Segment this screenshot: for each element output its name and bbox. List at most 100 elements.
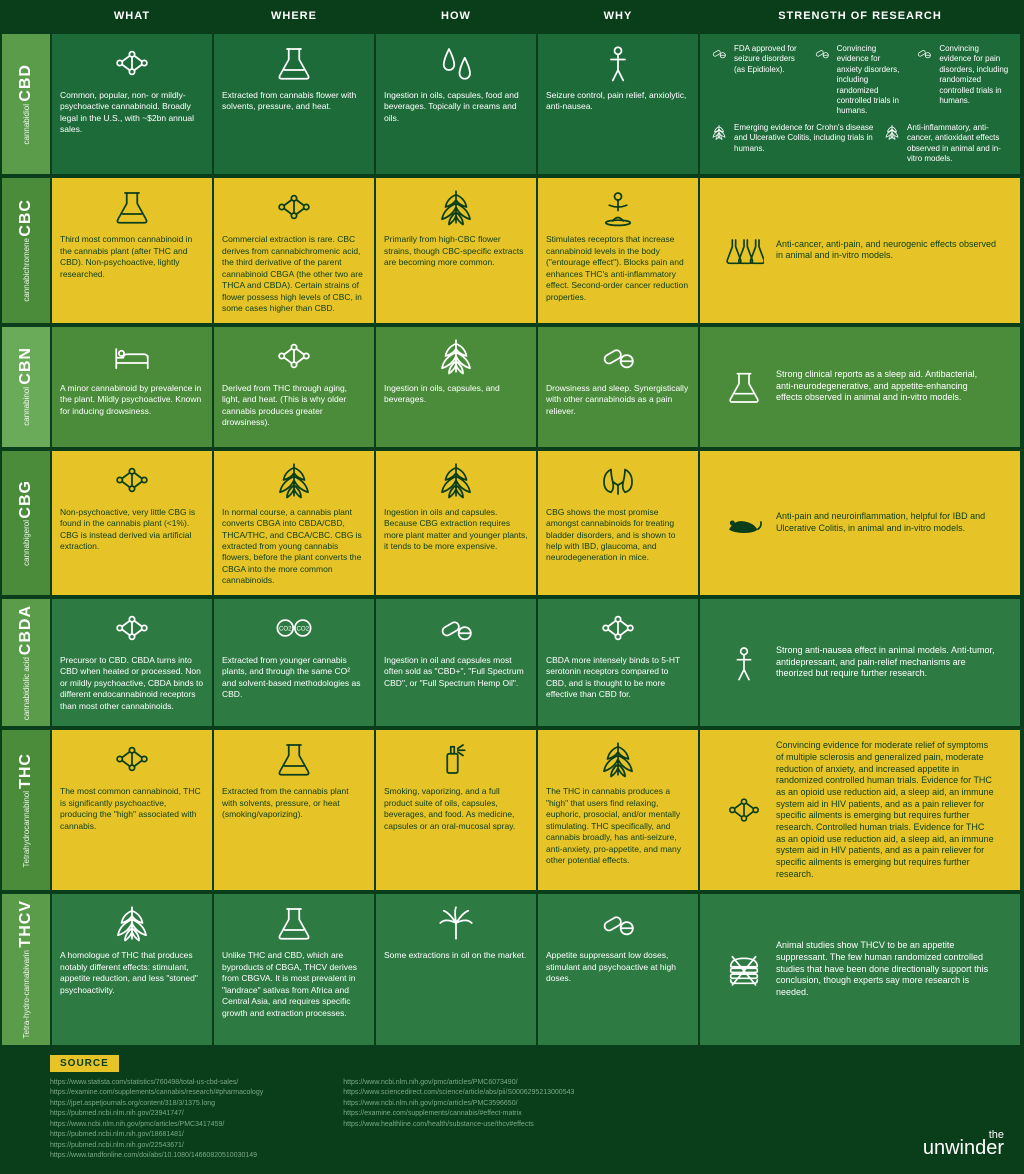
cell-where: Derived from THC through aging, light, a… [214,327,374,447]
cell-strength: Anti-cancer, anti-pain, and neurogenic e… [700,178,1020,322]
cell-strength: Convincing evidence for moderate relief … [700,730,1020,890]
leaf-icon [435,459,477,501]
leaf-icon [435,186,477,228]
strength-icon [915,44,933,62]
meditate-icon [597,186,639,228]
strength-icon [710,123,728,141]
header-what: WHAT [52,2,212,30]
source-link: https://www.tandfonline.com/doi/abs/10.1… [50,1151,263,1162]
source-link: https://pubmed.ncbi.nlm.nih.gov/22543671… [50,1141,263,1152]
strength-icon [883,123,901,141]
row-cbda: CBDA cannabidiolic acid Precursor to CBD. … [0,597,1024,728]
abbr: CBD [17,64,35,102]
svg-text:CO2: CO2 [296,625,309,632]
cell-text: Extracted from cannabis flower with solv… [222,90,366,113]
cell-how: Ingestion in oil and capsules most often… [376,599,536,726]
cell-where: Commercial extraction is rare. CBC deriv… [214,178,374,322]
kidney-icon [597,459,639,501]
strength-text: Emerging evidence for Crohn's disease an… [734,123,875,154]
row-label: CBNcannabinol [2,327,50,447]
bed-icon [111,335,153,377]
molecule-icon [111,459,153,501]
cell-text: CBG shows the most promise amongst canna… [546,507,690,564]
pills-icon [435,607,477,649]
strength-text: Animal studies show THCV to be an appeti… [776,940,996,998]
cell-text: Extracted from the cannabis plant with s… [222,786,366,820]
cell-text: Third most common cannabinoid in the can… [60,234,204,280]
cell-text: Drowsiness and sleep. Synergistically wi… [546,383,690,417]
cell-text: The most common cannabinoid, THC is sign… [60,786,204,832]
abbr: CBDA [17,605,35,655]
cell-text: A homologue of THC that produces notably… [60,950,204,996]
cell-why: Appetite suppressant low doses, stimulan… [538,894,698,1044]
cell-how: Some extractions in oil on the market. [376,894,536,1044]
cell-why: Seizure control, pain relief, anxiolytic… [538,34,698,174]
cell-text: Some extractions in oil on the market. [384,950,528,961]
strength-text: Strong clinical reports as a sleep aid. … [776,369,996,404]
cell-how: Smoking, vaporizing, and a full product … [376,730,536,890]
cell-text: Stimulates receptors that increase canna… [546,234,690,303]
cell-text: Precursor to CBD. CBDA turns into CBD wh… [60,655,204,712]
abbr: CBC [17,199,35,237]
source-link: https://jpet.aspetjournals.org/content/3… [50,1099,263,1110]
cell-text: Primarily from high-CBC flower strains, … [384,234,528,268]
flask-icon [724,367,764,407]
flask-icon [273,902,315,944]
body-icon [597,42,639,84]
cell-where: CO2CO2Extracted from younger cannabis pl… [214,599,374,726]
cell-text: Common, popular, non- or mildly-psychoac… [60,90,204,136]
spray-icon [435,738,477,780]
cell-text: Extracted from younger cannabis plants, … [222,655,366,701]
row-label: CBD cannabidiol [2,34,50,174]
molecule-icon [724,790,764,830]
header-how: HOW [376,2,536,30]
strength-text: Anti-inflammatory, anti-cancer, antioxid… [907,123,1010,165]
strength-text: Anti-pain and neuroinflammation, helpful… [776,511,996,534]
mouse-icon [724,503,764,543]
source-link: https://www.sciencedirect.com/science/ar… [343,1088,574,1099]
cell-text: CBDA more intensely binds to 5-HT seroto… [546,655,690,701]
source-link: https://www.ncbi.nlm.nih.gov/pmc/article… [343,1099,574,1110]
infographic-grid: WHAT WHERE HOW WHY STRENGTH OF RESEARCH [0,0,1024,32]
cell-what: A minor cannabinoid by prevalence in the… [52,327,212,447]
leaf-icon [111,902,153,944]
strength-text: Convincing evidence for moderate relief … [776,740,996,880]
molecule-icon [273,186,315,228]
row-label: CBDA cannabidiolic acid [2,599,50,726]
flask-icon [273,738,315,780]
pills-icon [597,902,639,944]
abbr: THC [17,753,35,789]
molecule-icon [111,738,153,780]
cell-what: Third most common cannabinoid in the can… [52,178,212,322]
strength-icon [710,44,728,62]
fullname: cannabidiol [22,104,31,144]
cell-text: Commercial extraction is rare. CBC deriv… [222,234,366,314]
cell-what: The most common cannabinoid, THC is sign… [52,730,212,890]
cell-how: Ingestion in oils and capsules. Because … [376,451,536,595]
cell-strength: Strong clinical reports as a sleep aid. … [700,327,1020,447]
cell-why: CBDA more intensely binds to 5-HT seroto… [538,599,698,726]
virus-icon [724,230,764,270]
strength-icon [813,44,831,62]
molecule-icon [597,607,639,649]
row-label: CBCcannabichromene [2,178,50,322]
molecule-icon [273,335,315,377]
header-corner [2,2,50,30]
cell-what: Common, popular, non- or mildly-psychoac… [52,34,212,174]
strength-text: Convincing evidence for anxiety disorder… [837,44,908,117]
row-cbg: CBGcannabigerolNon-psychoactive, very li… [0,449,1024,597]
body-icon [724,643,764,683]
cell-text: Appetite suppressant low doses, stimulan… [546,950,690,984]
footer: SOURCE https://www.statista.com/statisti… [0,1047,1024,1174]
palm-icon [435,902,477,944]
fullname: Tetrahydrocannabinol [22,791,31,868]
source-link: https://examine.com/supplements/cannabis… [50,1088,263,1099]
cell-strength: Anti-pain and neuroinflammation, helpful… [700,451,1020,595]
source-link: https://www.ncbi.nlm.nih.gov/pmc/article… [343,1078,574,1089]
fullname: cannabidiolic acid [22,657,31,720]
leaf-icon [597,738,639,780]
cell-strength: FDA approved for seizure disorders (as E… [700,34,1020,174]
cell-what: Non-psychoactive, very little CBG is fou… [52,451,212,595]
leaf-icon [435,335,477,377]
fullname: cannabigerol [22,520,31,566]
